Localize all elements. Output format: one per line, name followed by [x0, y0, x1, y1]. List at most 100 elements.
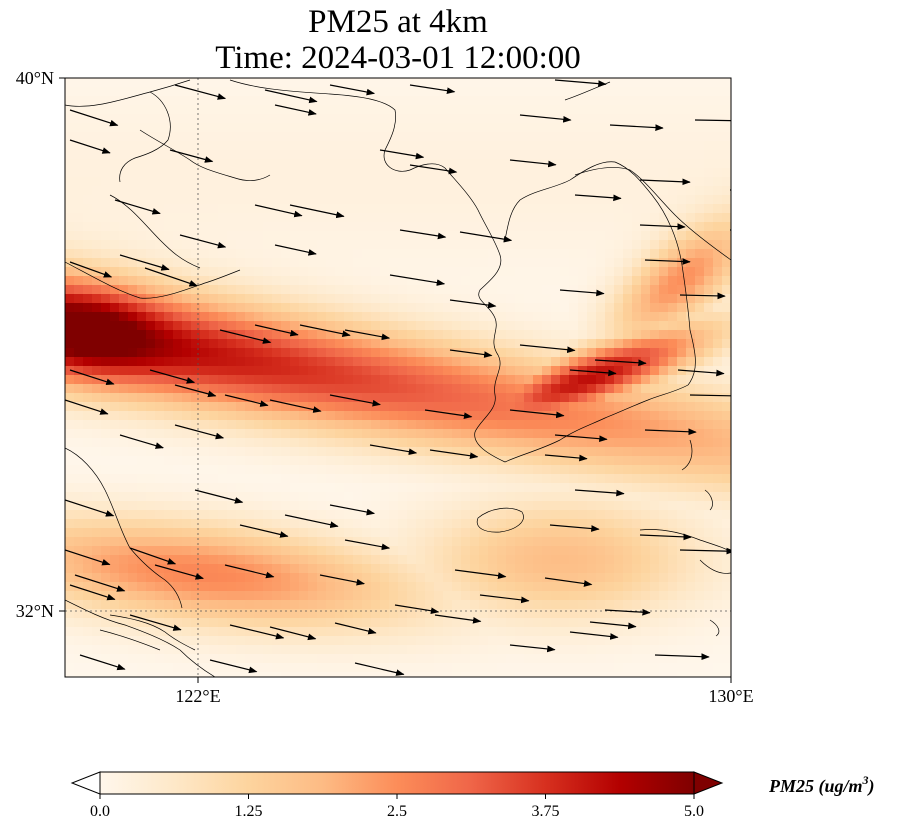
coastline-yangtze [99, 614, 196, 651]
wind-arrow [169, 149, 214, 163]
wind-arrow [639, 223, 686, 230]
wind-arrows [65, 79, 731, 676]
wind-arrow [429, 449, 479, 460]
colorbar-extend-max [693, 771, 724, 795]
wind-arrow [129, 614, 182, 631]
wind-arrow [65, 399, 109, 415]
wind-arrow [574, 489, 625, 497]
wind-arrow [677, 369, 725, 377]
wind-arrow [509, 409, 565, 419]
wind-arrow [544, 577, 593, 587]
wind-arrow [264, 89, 318, 104]
wind-arrow [149, 369, 196, 384]
wind-arrow [569, 631, 619, 640]
wind-arrow [369, 444, 418, 455]
wind-arrow [329, 394, 381, 407]
wind-arrow [74, 574, 126, 592]
coastline-korea-west [444, 167, 506, 463]
map-title-line-2: Time: 2024-03-01 12:00:00 [215, 40, 581, 76]
wind-arrow [219, 329, 272, 344]
coastline-korea-east [504, 161, 696, 386]
colorbar-tick-label: 0.0 [90, 803, 110, 820]
wind-arrow [299, 324, 351, 338]
wind-arrow [69, 261, 113, 278]
wind-arrow [454, 569, 507, 579]
wind-arrow [69, 369, 115, 385]
colorbar-tick-label: 2.5 [387, 803, 407, 820]
wind-arrow [554, 79, 607, 87]
wind-arrow [574, 194, 622, 202]
wind-arrow [344, 539, 391, 551]
wind-arrow [694, 119, 731, 122]
wind-arrow [569, 369, 617, 377]
wind-arrow [544, 454, 588, 462]
wind-arrow [329, 84, 376, 96]
wind-arrow [594, 359, 647, 367]
coastline-japan [639, 439, 731, 637]
wind-arrow [224, 394, 269, 407]
wind-arrow [79, 654, 126, 671]
wind-arrow [459, 231, 513, 243]
wind-arrow [409, 164, 458, 175]
wind-arrow [154, 564, 204, 580]
wind-arrow [254, 204, 303, 218]
wind-arrow [224, 564, 275, 579]
wind-arrow [274, 104, 317, 116]
colorbar-tick-label: 5.0 [684, 803, 704, 820]
wind-arrow [449, 349, 493, 358]
wind-arrow [554, 434, 608, 443]
wind-arrow [284, 514, 339, 528]
wind-arrow [479, 594, 530, 604]
wind-arrow [654, 653, 710, 661]
wind-arrow [174, 424, 225, 440]
wind-arrow [424, 409, 473, 419]
wind-arrow [129, 547, 177, 565]
wind-arrow [679, 292, 726, 300]
wind-arrow [549, 524, 600, 532]
map-title-line-1: PM25 at 4km [308, 4, 488, 40]
wind-arrow [174, 384, 217, 398]
wind-arrow [644, 428, 697, 436]
colorbar: 0.0 1.25 2.5 3.75 5.0 [70, 771, 724, 820]
wind-arrow [689, 394, 731, 397]
coastline-liaodong [119, 79, 446, 183]
coastlines [65, 79, 731, 677]
wind-arrow [519, 114, 572, 123]
wind-arrow [269, 399, 322, 413]
wind-arrow [389, 274, 446, 286]
lat-label-40: 40°N [16, 68, 54, 88]
wind-arrow [644, 258, 691, 265]
wind-arrow [409, 84, 456, 94]
axis-ticks [59, 77, 732, 683]
colorbar-body [100, 772, 694, 794]
wind-arrow [344, 329, 391, 341]
wind-arrow [399, 229, 447, 240]
colorbar-tick-label: 1.25 [235, 803, 263, 820]
lat-label-32: 32°N [16, 601, 54, 621]
wind-arrow [434, 614, 482, 624]
wind-arrow [334, 622, 377, 635]
wind-arrow [144, 267, 198, 287]
wind-arrow [639, 178, 691, 186]
colorbar-tick-label: 3.75 [532, 803, 560, 820]
wind-arrow [269, 626, 317, 641]
map-frame [64, 77, 732, 678]
wind-arrow [329, 504, 376, 516]
wind-arrow [114, 199, 161, 215]
wind-arrow [254, 324, 299, 337]
lon-label-130: 130°E [708, 686, 753, 706]
wind-arrow [509, 159, 557, 168]
wind-arrow [239, 524, 289, 538]
wind-arrow [69, 139, 111, 154]
wind-arrow [119, 254, 170, 271]
wind-arrow [69, 109, 119, 127]
coastline-jeju [476, 507, 524, 533]
coastline-china-north [65, 79, 271, 299]
wind-arrow [319, 574, 365, 586]
wind-arrow [559, 289, 605, 297]
wind-arrow [289, 204, 345, 219]
wind-arrow [179, 234, 227, 249]
lon-label-122: 122°E [175, 686, 220, 706]
wind-arrow [609, 124, 664, 131]
wind-arrow [274, 244, 317, 256]
